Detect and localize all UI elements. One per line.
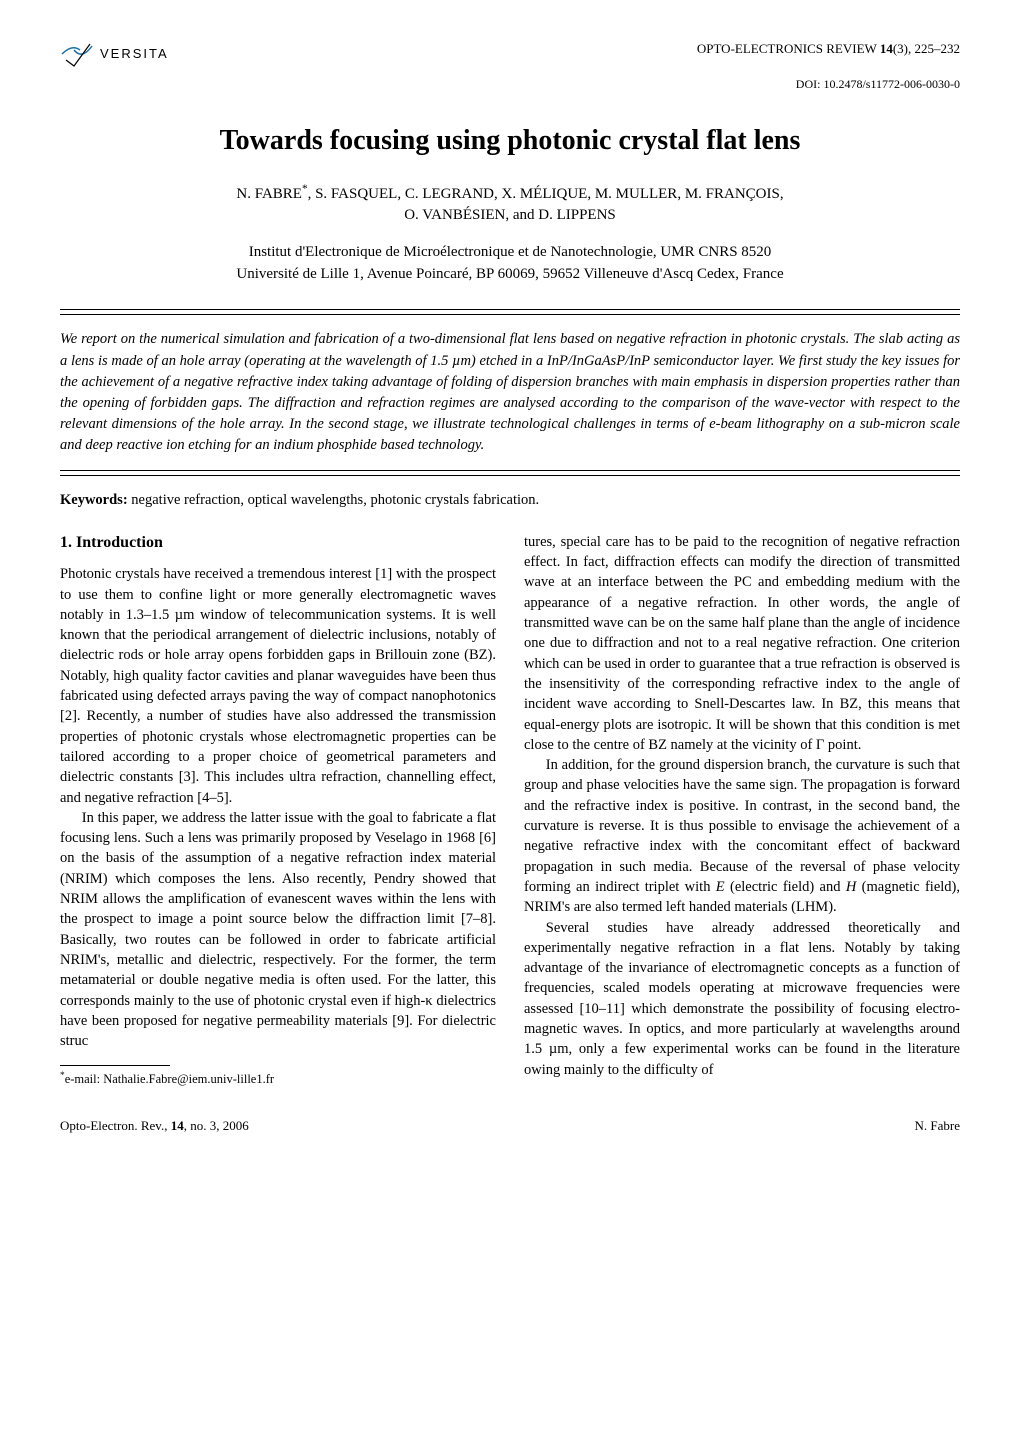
footnote-text: e-mail: Nathalie.Fabre@iem.univ-lille1.f… xyxy=(65,1073,274,1087)
keywords-text: negative refraction, optical wavelengths… xyxy=(131,492,539,508)
horizontal-rule xyxy=(60,309,960,310)
journal-reference: OPTO-ELECTRONICS REVIEW 14(3), 225–232 xyxy=(697,40,960,58)
horizontal-rule xyxy=(60,475,960,476)
keywords-line: Keywords: negative refraction, optical w… xyxy=(60,490,960,510)
body-paragraph: tures, special care has to be paid to th… xyxy=(524,532,960,755)
author-list: N. FABRE*, S. FASQUEL, C. LEGRAND, X. MÉ… xyxy=(60,182,960,226)
body-columns: 1. Introduction Photonic crystals have r… xyxy=(60,532,960,1089)
journal-name-volume-pages: OPTO-ELECTRONICS REVIEW 14(3), 225–232 xyxy=(697,41,960,56)
doi: DOI: 10.2478/s11772-006-0030-0 xyxy=(60,76,960,93)
footer-left: Opto-Electron. Rev., 14, no. 3, 2006 xyxy=(60,1117,249,1135)
body-paragraph: Several studies have already addressed t… xyxy=(524,918,960,1080)
body-paragraph: Photonic crystals have received a tremen… xyxy=(60,564,496,808)
abstract: We report on the numerical simulation an… xyxy=(60,329,960,455)
article-title: Towards focusing using photonic crystal … xyxy=(60,121,960,160)
body-paragraph: In this paper, we address the latter iss… xyxy=(60,808,496,1052)
section-heading-introduction: 1. Introduction xyxy=(60,532,496,554)
horizontal-rule xyxy=(60,470,960,471)
body-paragraph: In addition, for the ground dispersion b… xyxy=(524,755,960,917)
footer-right: N. Fabre xyxy=(915,1117,961,1135)
publisher-logo-text: VERSITA xyxy=(100,45,169,63)
horizontal-rule xyxy=(60,314,960,315)
footnote-separator xyxy=(60,1065,170,1066)
corresponding-author-footnote: *e-mail: Nathalie.Fabre@iem.univ-lille1.… xyxy=(60,1070,496,1089)
publisher-logo: VERSITA xyxy=(60,40,169,68)
keywords-label: Keywords: xyxy=(60,492,128,508)
page-footer: Opto-Electron. Rev., 14, no. 3, 2006 N. … xyxy=(60,1117,960,1135)
versita-checkmark-icon xyxy=(60,40,94,68)
affiliation: Institut d'Electronique de Microélectron… xyxy=(60,242,960,286)
